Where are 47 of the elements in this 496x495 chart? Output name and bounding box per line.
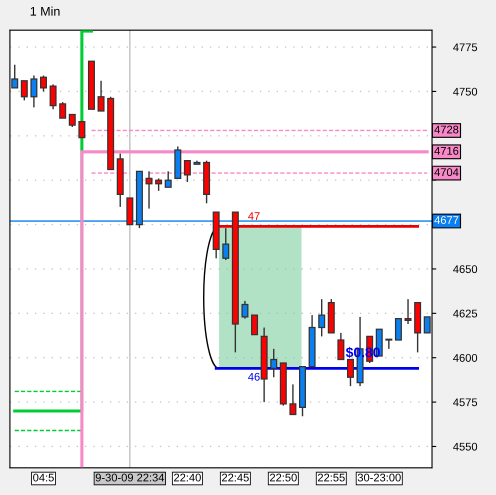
candlestick — [59, 101, 66, 119]
candlestick — [318, 298, 326, 338]
candlestick — [222, 227, 230, 261]
candlestick — [270, 348, 278, 378]
candlestick — [146, 170, 153, 210]
ref-line-label: 4677 — [434, 216, 458, 224]
y-tick-label: 4650 — [453, 265, 478, 274]
candlestick — [385, 338, 392, 350]
x-tick-label: 22:55 — [318, 474, 345, 482]
candlestick — [184, 160, 191, 183]
candlestick — [251, 314, 258, 336]
candlestick — [20, 80, 28, 102]
x-tick-label: 22:40 — [174, 474, 201, 482]
legend-label: 4716 — [434, 146, 458, 155]
legend-label: 4704 — [434, 168, 459, 176]
candlestick — [78, 120, 86, 138]
candlestick — [98, 80, 105, 112]
x-tick-label: 30-23:00 — [358, 474, 401, 482]
x-tick-label: 9-30-09 22:34 — [96, 474, 164, 482]
candlestick — [164, 170, 172, 188]
y-tick-label: 4550 — [453, 442, 478, 451]
candlestick — [424, 316, 431, 334]
y-tick-label: 4600 — [453, 354, 478, 362]
x-tick-label: 22:45 — [222, 474, 249, 482]
series-label: 47 — [248, 212, 260, 220]
candlestick — [40, 74, 47, 92]
candlestick — [394, 318, 402, 341]
y-tick-label: 4750 — [453, 88, 478, 96]
candlestick — [404, 298, 412, 325]
candlestick — [241, 300, 248, 320]
y-tick-label: 4575 — [453, 398, 478, 406]
candlestick — [50, 84, 57, 110]
annotation: $0.80 — [346, 346, 380, 358]
candlestick — [11, 64, 18, 89]
chart-title: 1 Min — [30, 6, 60, 16]
series-label: 4728 — [434, 126, 458, 134]
candlestick — [155, 178, 162, 192]
y-tick-label: 4625 — [453, 310, 478, 318]
candlestick — [346, 358, 354, 387]
candlestick — [68, 114, 76, 128]
candlestick — [289, 384, 296, 416]
y-tick-label: 4775 — [453, 43, 478, 52]
candlestick — [30, 74, 38, 108]
x-tick-label: 04:5 — [33, 474, 54, 482]
x-tick-label: 22:50 — [270, 474, 297, 482]
series-label: 46 — [248, 372, 260, 381]
candlestick — [337, 332, 344, 360]
